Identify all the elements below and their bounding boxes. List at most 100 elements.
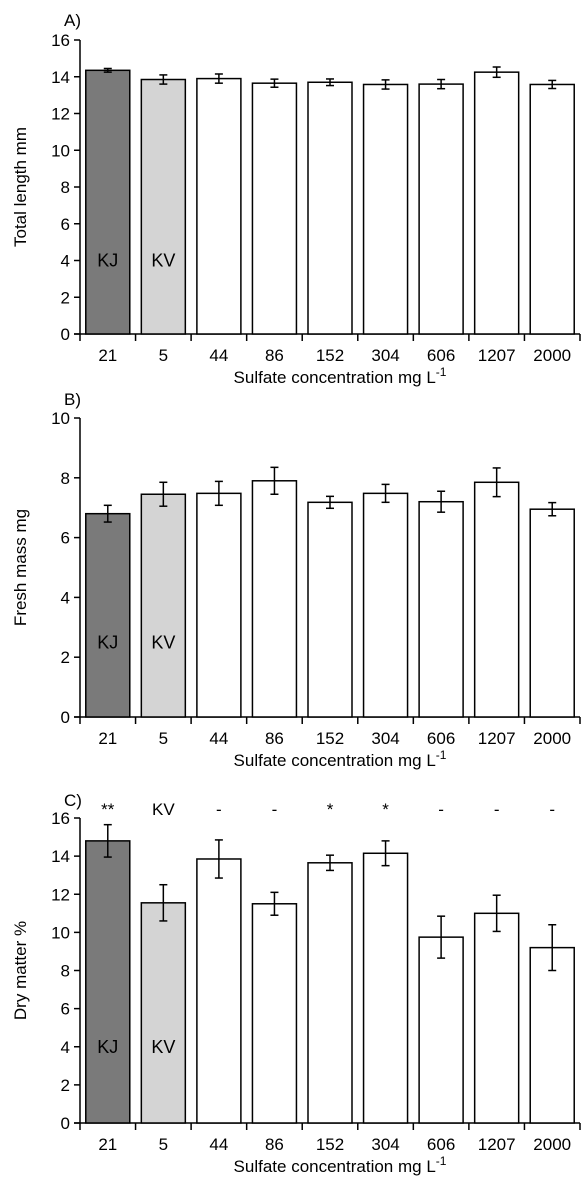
- x-axis-title: Sulfate concentration mg L-1: [234, 365, 447, 387]
- y-tick-label: 2: [61, 648, 70, 667]
- bar-5: [140, 493, 187, 718]
- bar-606: [418, 500, 464, 718]
- y-tick-label: 8: [61, 469, 70, 488]
- panel-label: B): [64, 390, 81, 409]
- x-axis-title-superscript: -1: [436, 1154, 447, 1168]
- y-tick-label: 0: [61, 1114, 70, 1133]
- significance-marker: -: [438, 800, 444, 819]
- significance-marker: **: [101, 800, 115, 819]
- x-axis-title-text: Sulfate concentration mg L: [234, 1157, 436, 1176]
- y-tick-label: 2: [61, 288, 70, 307]
- x-tick-label: 5: [159, 729, 168, 748]
- significance-marker: -: [494, 800, 500, 819]
- y-tick-label: 16: [51, 809, 70, 828]
- x-tick-label: 1207: [478, 1135, 516, 1154]
- bar-1207: [473, 71, 520, 335]
- bar-44: [196, 77, 242, 335]
- bar-86: [251, 480, 298, 718]
- bar-5: [140, 902, 187, 1124]
- bar-2000: [529, 946, 575, 1124]
- x-axis-title: Sulfate concentration mg L-1: [234, 748, 447, 770]
- bar-label: KJ: [97, 1037, 118, 1057]
- x-tick-label: 2000: [533, 346, 571, 365]
- y-axis-title: Dry matter %: [11, 921, 30, 1020]
- x-axis-title-superscript: -1: [436, 365, 447, 379]
- y-tick-label: 6: [61, 1000, 70, 1019]
- x-axis-title-text: Sulfate concentration mg L: [234, 368, 436, 387]
- bar-21: [85, 69, 131, 335]
- y-tick-label: 12: [51, 885, 70, 904]
- bar-304: [362, 83, 409, 335]
- bar-152: [307, 501, 353, 718]
- x-tick-label: 1207: [478, 346, 516, 365]
- chart-panel-2: B) Fresh mass mg 0 2 4 6 8 10 KJ 21 KV 5 44 86 152 304 6…: [11, 390, 581, 770]
- bar-label: KJ: [97, 632, 118, 652]
- bar-label: KV: [151, 251, 175, 271]
- x-tick-label: 1207: [478, 729, 516, 748]
- x-tick-label: 86: [265, 346, 284, 365]
- significance-marker: -: [272, 800, 278, 819]
- x-tick-label: 44: [209, 346, 228, 365]
- x-tick-label: 5: [159, 346, 168, 365]
- bar-152: [307, 862, 353, 1124]
- bar-44: [196, 492, 242, 718]
- x-tick-label: 152: [316, 1135, 344, 1154]
- bar-44: [196, 858, 242, 1124]
- x-tick-label: 152: [316, 729, 344, 748]
- x-tick-label: 86: [265, 1135, 284, 1154]
- x-tick-label: 304: [371, 346, 399, 365]
- x-tick-label: 21: [98, 346, 117, 365]
- bar-86: [251, 82, 298, 335]
- bar-86: [251, 903, 298, 1124]
- y-tick-label: 6: [61, 529, 70, 548]
- x-tick-label: 86: [265, 729, 284, 748]
- bar-label: KJ: [97, 251, 118, 271]
- y-axis-title: Total length mm: [11, 127, 30, 247]
- y-tick-label: 14: [51, 68, 70, 87]
- y-tick-label: 8: [61, 178, 70, 197]
- significance-marker: *: [327, 800, 334, 819]
- x-axis-title-superscript: -1: [436, 748, 447, 762]
- x-tick-label: 21: [98, 729, 117, 748]
- y-tick-label: 14: [51, 847, 70, 866]
- x-tick-label: 152: [316, 346, 344, 365]
- chart-panel-1: A) Total length mm 0 2 4 6 8 10 12 14 16 KJ 21 KV 5 44 8…: [11, 11, 581, 387]
- bar-1207: [473, 912, 520, 1124]
- bar-304: [362, 852, 409, 1124]
- bar-21: [85, 512, 131, 718]
- y-tick-label: 10: [51, 141, 70, 160]
- x-tick-label: 2000: [533, 729, 571, 748]
- y-tick-label: 12: [51, 105, 70, 124]
- chart-panel-3: C)Dry matter %0246810121416KJ21**KV5KV44…: [11, 791, 581, 1176]
- bar-label: KV: [151, 632, 175, 652]
- x-tick-label: 44: [209, 729, 228, 748]
- x-tick-label: 304: [371, 1135, 399, 1154]
- bar-606: [418, 83, 464, 335]
- x-tick-label: 606: [427, 1135, 455, 1154]
- significance-marker: KV: [152, 800, 175, 819]
- bar-2000: [529, 83, 575, 335]
- x-tick-label: 304: [371, 729, 399, 748]
- bar-152: [307, 81, 353, 335]
- significance-marker: -: [549, 800, 555, 819]
- y-tick-label: 4: [61, 588, 70, 607]
- bar-606: [418, 936, 464, 1124]
- y-tick-label: 0: [61, 708, 70, 727]
- y-tick-label: 8: [61, 962, 70, 981]
- y-tick-label: 10: [51, 409, 70, 428]
- bar-label: KV: [151, 1037, 175, 1057]
- y-tick-label: 10: [51, 923, 70, 942]
- significance-marker: -: [216, 800, 222, 819]
- x-tick-label: 5: [159, 1135, 168, 1154]
- bar-1207: [473, 481, 520, 718]
- bar-5: [140, 78, 187, 335]
- panel-label: A): [64, 11, 81, 30]
- x-axis-title-text: Sulfate concentration mg L: [234, 751, 436, 770]
- bar-2000: [529, 508, 575, 718]
- x-tick-label: 44: [209, 1135, 228, 1154]
- x-tick-label: 21: [98, 1135, 117, 1154]
- y-tick-label: 4: [61, 1038, 70, 1057]
- y-tick-label: 6: [61, 215, 70, 234]
- bar-21: [85, 840, 131, 1124]
